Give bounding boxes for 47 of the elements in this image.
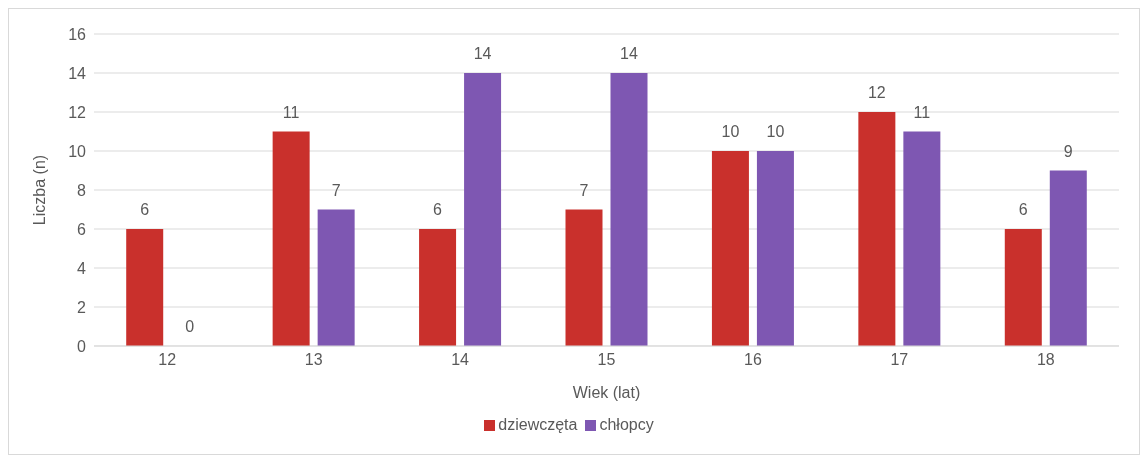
y-tick-label: 8	[77, 181, 87, 199]
y-tick-label: 6	[77, 220, 87, 238]
x-tick-label: 14	[451, 351, 470, 369]
y-tick-label: 10	[68, 142, 87, 160]
data-label: 14	[473, 45, 492, 62]
legend-label: dziewczęta	[498, 416, 578, 434]
x-tick-label: 15	[597, 351, 616, 369]
data-label: 11	[913, 103, 931, 121]
data-label: 12	[867, 84, 886, 101]
y-tick-label: 0	[77, 337, 87, 355]
bar	[464, 73, 502, 346]
bar	[903, 131, 941, 346]
x-tick-label: 18	[1036, 351, 1055, 369]
x-tick-label: 12	[158, 351, 177, 369]
y-tick-label: 16	[68, 25, 87, 43]
y-axis-title: Liczba (n)	[30, 154, 48, 226]
bar	[419, 229, 457, 346]
x-axis-title: Wiek (lat)	[572, 384, 641, 401]
data-label: 7	[579, 181, 589, 199]
bar	[272, 131, 310, 346]
bar	[1049, 170, 1087, 346]
legend-label: chłopcy	[599, 416, 654, 434]
data-label: 7	[331, 181, 341, 199]
bar	[1004, 229, 1042, 346]
x-tick-label: 13	[304, 351, 323, 369]
data-label: 10	[721, 123, 740, 140]
bar	[858, 112, 896, 346]
bar	[126, 229, 164, 346]
bar	[756, 151, 794, 346]
y-tick-label: 14	[68, 64, 87, 82]
data-label: 0	[185, 317, 195, 335]
bar	[565, 209, 603, 346]
data-label: 6	[140, 201, 150, 218]
y-tick-label: 4	[77, 259, 87, 277]
x-tick-label: 17	[890, 351, 909, 369]
y-tick-label: 2	[77, 298, 87, 316]
y-tick-label: 12	[68, 103, 87, 121]
bar	[317, 209, 355, 346]
x-tick-label: 16	[744, 351, 762, 369]
data-label: 11	[282, 103, 300, 121]
data-label: 14	[620, 45, 638, 62]
bar	[711, 151, 749, 346]
data-label: 6	[1018, 201, 1028, 218]
data-label: 9	[1063, 142, 1073, 160]
data-label: 6	[433, 201, 443, 218]
data-label: 10	[766, 123, 785, 140]
bar	[610, 73, 648, 346]
